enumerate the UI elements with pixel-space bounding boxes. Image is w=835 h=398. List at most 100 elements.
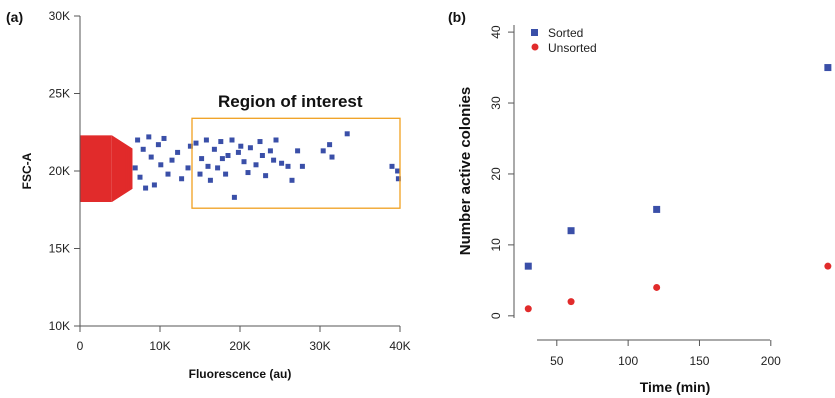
- fsc-point: [158, 162, 164, 168]
- fsc-point: [253, 162, 259, 168]
- fsc-point: [187, 143, 193, 149]
- fsc-point: [327, 142, 333, 148]
- sorted-point: [567, 227, 575, 235]
- legend-sorted-label: Sorted: [548, 26, 583, 40]
- panel-b-x-tick-label: 150: [689, 354, 709, 368]
- unsorted-point: [524, 305, 532, 313]
- dense-cluster-edge: [121, 141, 123, 196]
- dense-cluster-edge: [112, 136, 114, 202]
- dense-cluster-edge: [115, 138, 117, 200]
- panel-a-x-tick-label: 0: [77, 339, 84, 353]
- panel-b-y-tick-label: 40: [489, 25, 503, 39]
- fsc-point: [211, 146, 217, 152]
- dense-cluster-edge: [115, 138, 117, 200]
- dense-cluster-edge: [124, 143, 126, 194]
- fsc-point: [273, 137, 279, 143]
- panel-b-x-tick-label: 50: [550, 354, 564, 368]
- panel-a-x-tick-label: 20K: [229, 339, 250, 353]
- panel-a-y-tick-label: 20K: [49, 164, 70, 178]
- dense-cluster-edge: [130, 147, 132, 190]
- fsc-point: [257, 139, 263, 145]
- fsc-point: [137, 174, 143, 180]
- dense-cluster-edge: [111, 135, 113, 202]
- panel-b-legend: Sorted Unsorted: [531, 26, 597, 55]
- region-of-interest-label: Region of interest: [218, 92, 363, 111]
- dense-cluster-edge: [122, 142, 124, 196]
- fsc-point: [238, 143, 244, 149]
- panel-b-y-tick-label: 0: [489, 312, 503, 319]
- fsc-point: [151, 182, 157, 188]
- panel-a-y-tick-label: 10K: [49, 319, 70, 333]
- fsc-point: [285, 163, 291, 169]
- legend-unsorted-marker: [531, 43, 539, 51]
- dense-cluster-edge: [116, 139, 118, 199]
- dense-cluster-edge: [114, 137, 116, 201]
- dense-cluster-edge: [131, 148, 133, 190]
- dense-cluster-edge: [124, 144, 126, 194]
- sorted-point: [524, 262, 532, 270]
- unsorted-point: [824, 262, 832, 270]
- dense-cluster-edge: [113, 136, 115, 201]
- dense-cluster-edge: [119, 140, 121, 197]
- panel-b-x-axis-title: Time (min): [640, 379, 711, 395]
- dense-cluster-edge: [125, 144, 127, 194]
- legend-unsorted-label: Unsorted: [548, 41, 597, 55]
- unsorted-point: [567, 298, 575, 306]
- fsc-point: [259, 153, 265, 158]
- dense-cluster-edge: [117, 139, 119, 198]
- dense-cluster-edge: [125, 144, 127, 193]
- sorted-point: [824, 64, 832, 72]
- dense-cluster-edge: [118, 140, 120, 198]
- region-of-interest-box: [191, 117, 401, 209]
- dense-cluster-edge: [127, 146, 129, 192]
- fsc-point: [218, 139, 224, 145]
- fsc-point: [395, 168, 401, 174]
- fsc-point: [148, 154, 154, 160]
- dense-cluster-edge: [128, 146, 130, 191]
- panel-b-x-ticks: 50 100 150 200: [550, 340, 781, 368]
- fsc-point: [279, 160, 285, 166]
- panel-a-y-tick-label: 30K: [49, 9, 70, 23]
- fsc-point: [205, 163, 211, 169]
- panel-b-x-tick-label: 200: [761, 354, 781, 368]
- fsc-point: [223, 171, 229, 177]
- fsc-point: [247, 145, 253, 151]
- fsc-point: [135, 137, 141, 143]
- dense-cluster-edge: [126, 145, 128, 193]
- dense-cluster-edge: [122, 142, 124, 195]
- panel-a-points: [80, 131, 401, 202]
- panel-b-y-tick-label: 20: [489, 167, 503, 181]
- dense-cluster-edge: [129, 147, 131, 191]
- dense-cluster-edge: [123, 143, 125, 195]
- fsc-point: [169, 157, 175, 163]
- dense-cluster-core: [80, 135, 112, 202]
- dense-cluster-edge: [116, 138, 118, 199]
- panel-a-y-axis-title: FSC-A: [20, 152, 34, 189]
- fsc-point: [175, 149, 181, 155]
- dense-cluster-edge: [128, 146, 130, 192]
- fsc-point: [329, 154, 335, 160]
- dense-cluster-edge: [120, 141, 122, 197]
- panel-a-x-tick-label: 30K: [309, 339, 330, 353]
- panel-b-y-ticks: 0 10 20 30 40: [489, 25, 514, 319]
- fsc-point: [271, 157, 277, 163]
- fsc-point: [199, 156, 205, 162]
- fsc-point: [203, 137, 209, 143]
- fsc-point: [215, 165, 221, 171]
- fsc-point: [229, 137, 235, 143]
- panel-a-x-axis-title: Fluorescence (au): [189, 367, 292, 381]
- fsc-point: [146, 134, 152, 140]
- fsc-point: [245, 170, 251, 176]
- panel-b-y-axis-title: Number active colonies: [457, 87, 474, 255]
- fsc-point: [267, 148, 273, 154]
- fsc-point: [241, 159, 247, 165]
- fsc-point: [395, 176, 401, 182]
- panel-a-y-ticks: 10K 15K 20K 25K 30K: [49, 9, 80, 333]
- panel-a-y-tick-label: 25K: [49, 87, 70, 101]
- dense-cluster-edge: [121, 142, 123, 196]
- dense-cluster-edge: [117, 139, 119, 199]
- unsorted-point: [653, 283, 661, 291]
- dense-cluster-edge: [126, 145, 128, 193]
- panel-a-chart: Region of interest 0 10K 20K 30K 40K 10K 15K 2…: [20, 9, 411, 381]
- fsc-point: [289, 177, 295, 183]
